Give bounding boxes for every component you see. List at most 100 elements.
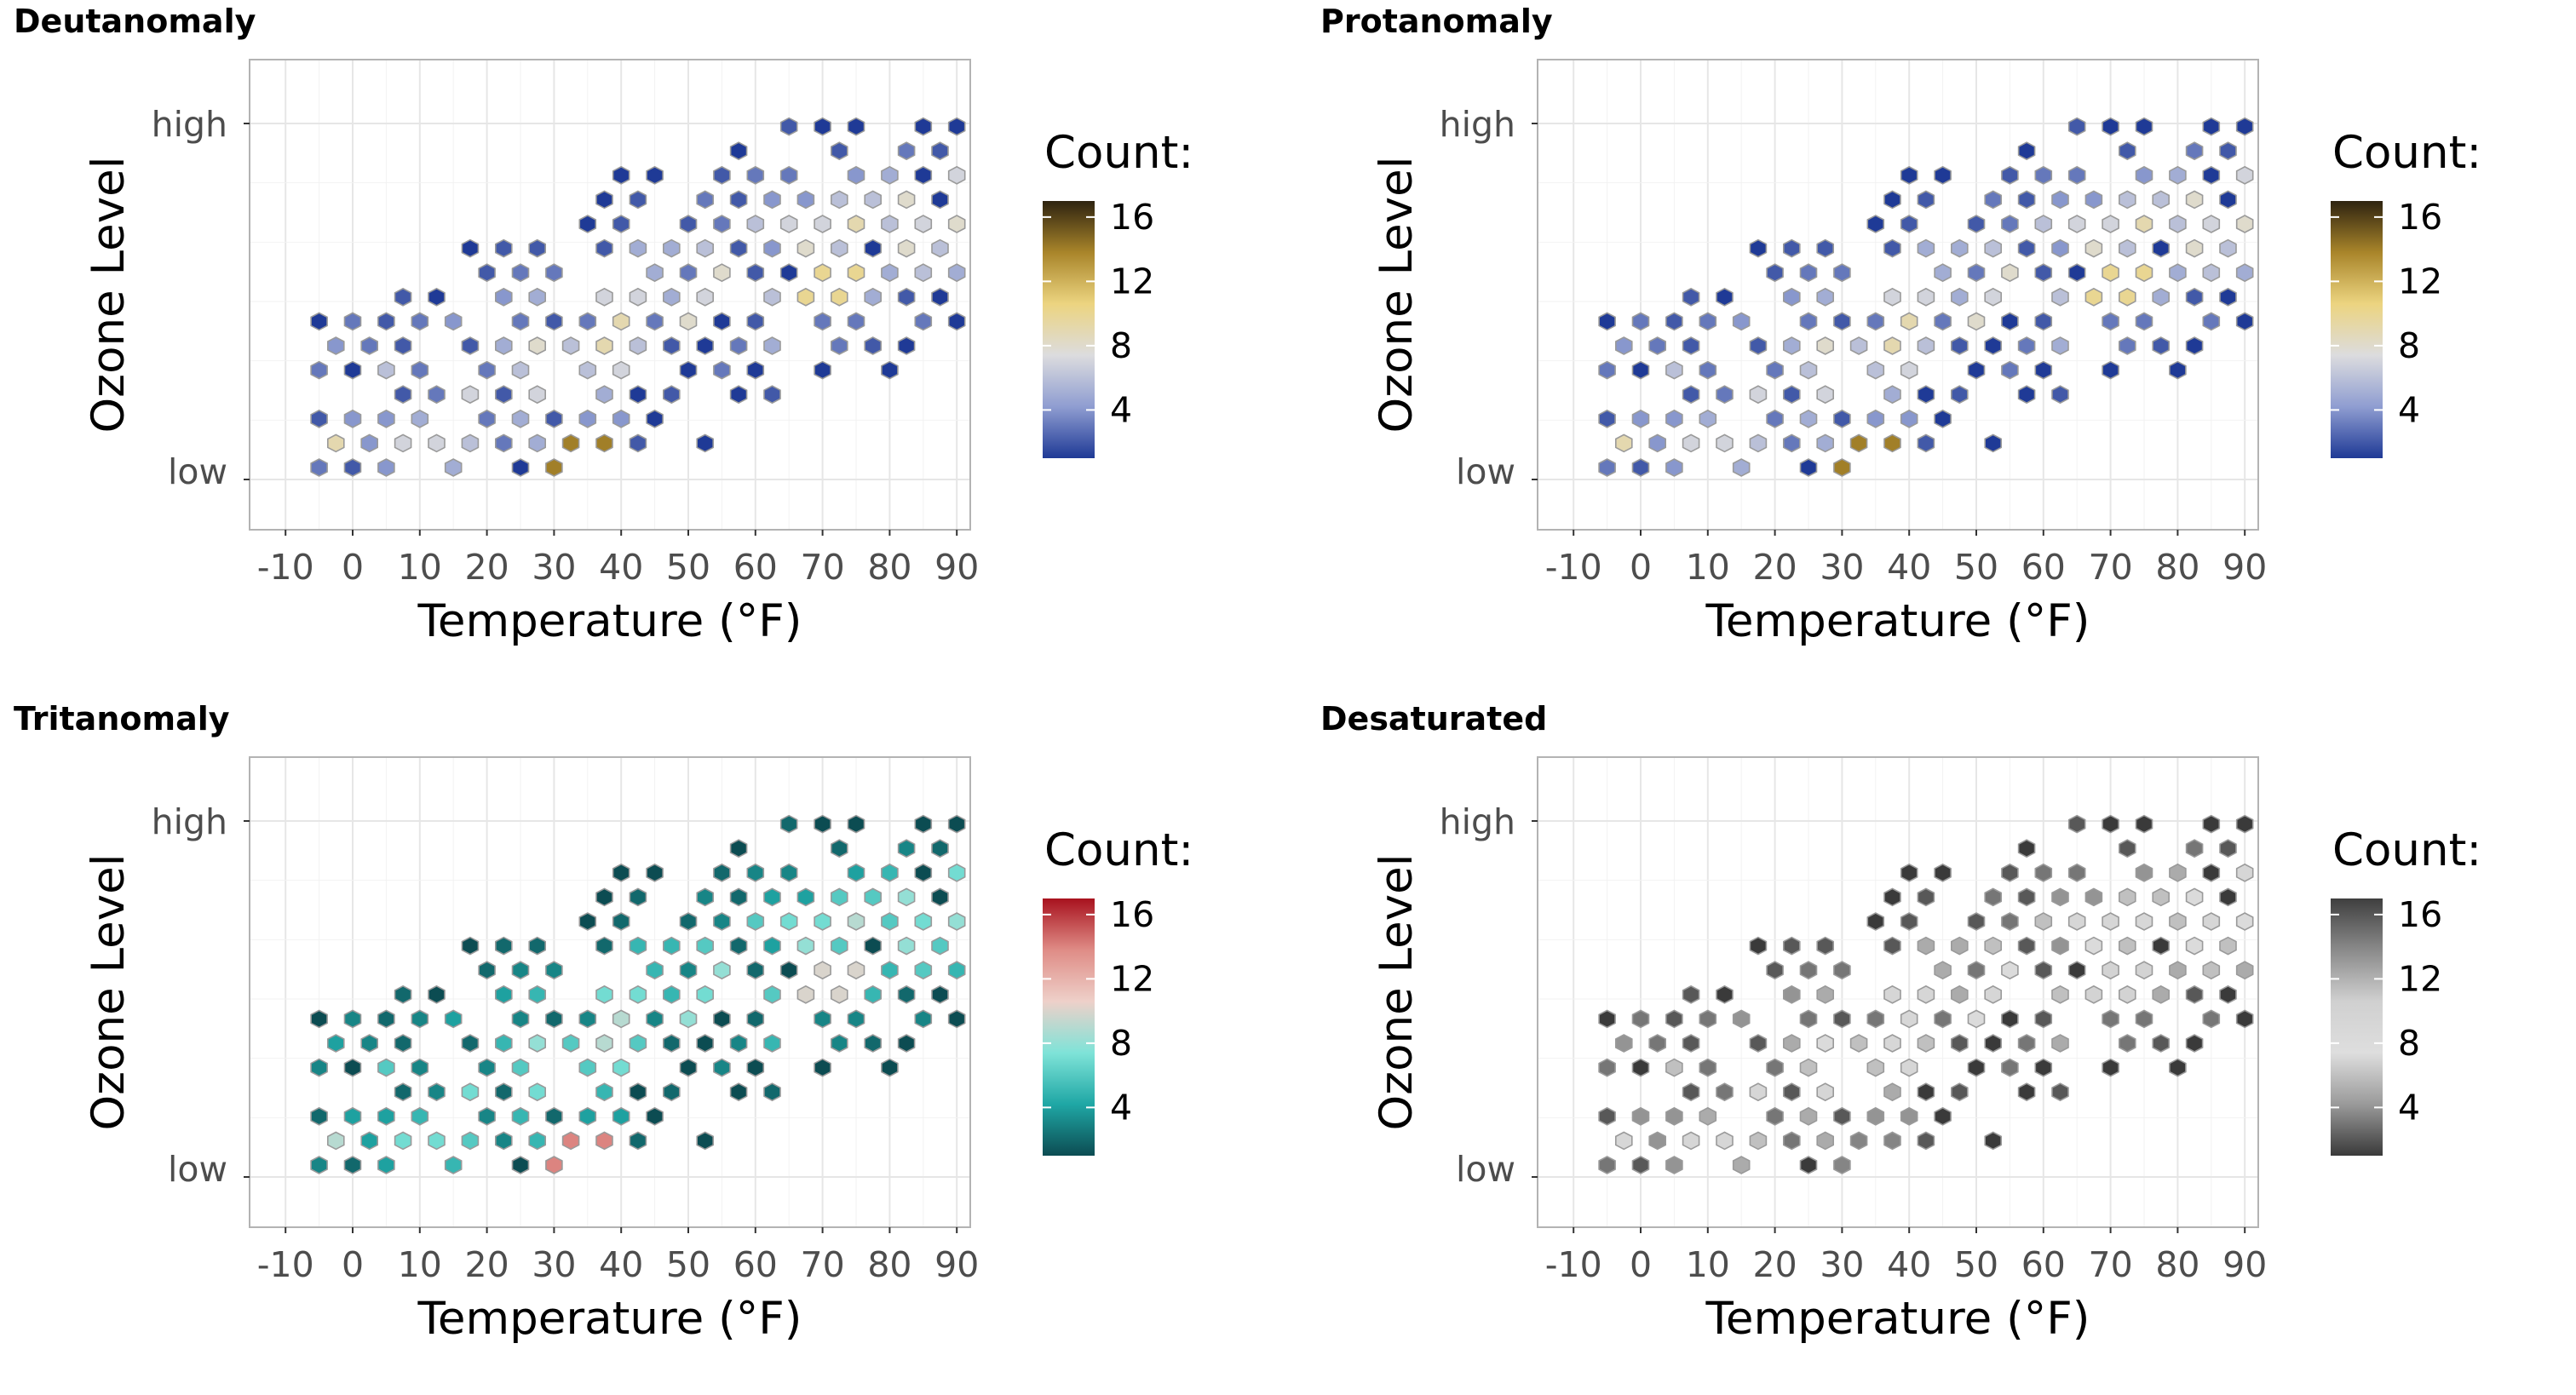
- hexbin-cell: [814, 814, 831, 834]
- hexbin-cell: [629, 887, 647, 907]
- hexbin-cell: [2067, 814, 2086, 834]
- hexbin-cell: [1883, 287, 1901, 307]
- hexbin-cell: [1950, 385, 1969, 405]
- legend-tick-label: 12: [1110, 958, 1154, 999]
- hexbin-cell: [746, 215, 765, 233]
- hexbin-cell: [360, 433, 379, 453]
- hexbin-cell: [377, 1156, 395, 1174]
- hexbin-cell: [578, 409, 597, 428]
- hexbin-cell: [1917, 887, 1935, 907]
- hexbin-cell: [864, 985, 882, 1004]
- hexbin-cell: [1699, 409, 1717, 428]
- hexbin-cell: [2219, 839, 2237, 858]
- hexbin-cell: [1716, 433, 1734, 453]
- hexbin-cell: [830, 1034, 848, 1053]
- hexbin-cell: [1849, 1034, 1868, 1053]
- hexbin-cell: [1716, 985, 1734, 1004]
- hexbin-cell: [2152, 287, 2170, 307]
- hexbin-cell: [713, 263, 731, 283]
- hexbin-cell: [914, 814, 933, 834]
- hexbin-cell: [1917, 287, 1935, 307]
- hexbin-cell: [2001, 360, 2019, 380]
- y-tick-label-high: high: [1440, 104, 1515, 145]
- hexbin-cell: [2185, 1034, 2204, 1053]
- hexbin-cell: [897, 985, 916, 1004]
- hexbin-cell: [1866, 360, 1885, 380]
- hexbin-cell: [2219, 190, 2237, 210]
- hexbin-cell: [1816, 1131, 1835, 1151]
- hexbin-cell: [1849, 1131, 1868, 1151]
- hexbin-cell: [2135, 961, 2153, 980]
- hexbin-cell: [511, 1156, 530, 1174]
- hexbin-cell: [897, 238, 916, 258]
- x-tick-label: 30: [1820, 547, 1864, 588]
- legend-colorbar: [2331, 898, 2383, 1156]
- hexbin-cell: [1598, 1106, 1616, 1126]
- chart-svg: Protanomaly -10 0 10 20 30 40 50 60 70 80 90 high …: [1320, 3, 2481, 647]
- hexbin-cell: [881, 165, 899, 185]
- hexbin-cell: [1716, 287, 1734, 307]
- hexbin-cell: [528, 1034, 547, 1053]
- x-axis-title: Temperature (°F): [417, 1293, 802, 1345]
- hexbin-cell: [1934, 165, 1952, 185]
- hexbin-cell: [881, 215, 899, 233]
- hexbin-cell: [679, 961, 698, 980]
- hexbin-cell: [763, 887, 781, 907]
- hexbin-cell: [629, 433, 647, 453]
- hexbin-cell: [662, 1034, 681, 1053]
- hexbin-cell: [679, 263, 698, 283]
- hexbin-cell: [2017, 238, 2036, 258]
- hexbin-cell: [881, 1058, 899, 1077]
- hexbin-cell: [612, 863, 630, 882]
- hexbin-cell: [1799, 961, 1818, 980]
- x-tick-label: 40: [599, 1244, 643, 1285]
- hexbin-cell: [2118, 887, 2136, 907]
- hexbin-cell: [897, 887, 916, 907]
- hexbin-cell: [326, 1131, 345, 1151]
- x-tick-label: 80: [2155, 1244, 2199, 1285]
- legend-title: Count:: [1044, 824, 1193, 876]
- hexbin-cell: [1648, 1131, 1667, 1151]
- hexbin-cell: [763, 287, 781, 307]
- hexbin-cell: [394, 336, 412, 355]
- x-tick-label: 30: [1820, 1244, 1864, 1285]
- hexbin-cell: [2185, 287, 2204, 307]
- hexbin-cell: [411, 409, 429, 428]
- hexbin-cell: [578, 312, 597, 331]
- hexbin-cell: [629, 1034, 647, 1053]
- hexbin-cell: [2118, 238, 2136, 258]
- hexbin-cell: [377, 409, 395, 428]
- hexbin-cell: [326, 336, 345, 355]
- hexbin-cell: [1883, 190, 1901, 210]
- hexbin-cell: [1782, 287, 1801, 307]
- hexbin-cell: [1934, 1106, 1952, 1126]
- hexbin-cell: [2084, 936, 2103, 956]
- hexbin-cell: [394, 287, 412, 307]
- hexbin-cell: [1849, 433, 1868, 453]
- panel-title: Protanomaly: [1320, 3, 1553, 40]
- hexbin-cell: [2235, 863, 2254, 882]
- hexbin-cell: [1598, 1156, 1616, 1174]
- hexbin-cell: [1934, 961, 1952, 980]
- hexbin-cell: [2118, 141, 2136, 161]
- hexbin-cell: [914, 215, 933, 233]
- hexbin-cell: [461, 1131, 480, 1151]
- hexbin-cell: [1631, 1156, 1650, 1174]
- hexbin-cell: [2118, 287, 2136, 307]
- hexbin-cell: [1934, 312, 1952, 331]
- hexbin-cell: [864, 1034, 882, 1053]
- hexbin-cell: [2135, 117, 2153, 136]
- hexbin-cell: [411, 1058, 429, 1077]
- hexbin-cell: [914, 165, 933, 185]
- hexbin-cell: [343, 312, 362, 331]
- panel-protanomaly: Protanomaly -10 0 10 20 30 40 50 60 70 80 90 high …: [1288, 0, 2576, 698]
- hexbin-cell: [310, 409, 328, 428]
- hexbin-cell: [1883, 1034, 1901, 1053]
- hexbin-cell: [847, 814, 865, 834]
- hexbin-cell: [528, 433, 547, 453]
- x-axis-title: Temperature (°F): [417, 595, 802, 647]
- hexbin-cell: [1799, 1058, 1818, 1077]
- hexbin-cell: [1984, 190, 2003, 210]
- y-tick-label-low: low: [1456, 451, 1515, 492]
- hexbin-cell: [830, 141, 848, 161]
